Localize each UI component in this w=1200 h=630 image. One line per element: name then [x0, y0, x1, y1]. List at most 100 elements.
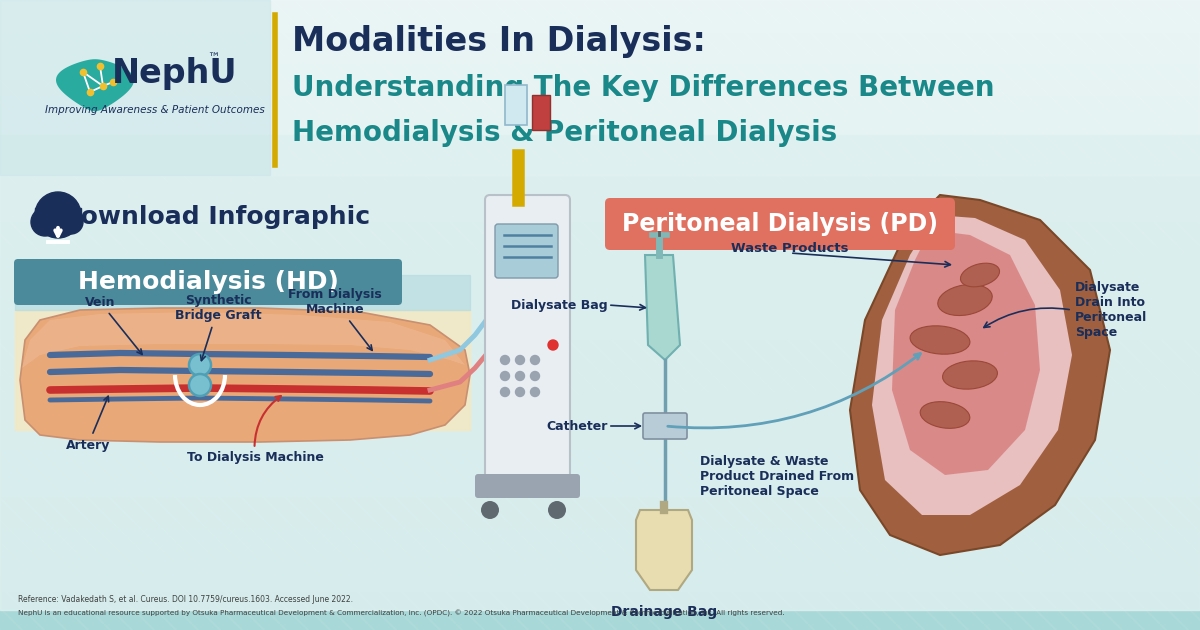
Ellipse shape	[910, 326, 970, 354]
Circle shape	[516, 372, 524, 381]
Bar	[0, 109, 1200, 118]
Ellipse shape	[920, 402, 970, 428]
Bar	[0, 212, 1200, 220]
Bar	[0, 133, 1200, 142]
Bar	[0, 464, 1200, 472]
Bar	[0, 101, 1200, 110]
Bar	[0, 93, 1200, 102]
Bar	[0, 487, 1200, 496]
Bar	[14, 275, 470, 310]
Bar	[0, 196, 1200, 205]
Circle shape	[481, 501, 499, 519]
Text: ™: ™	[208, 52, 220, 64]
Bar	[0, 385, 1200, 394]
Bar	[0, 392, 1200, 402]
Bar	[0, 511, 1200, 520]
Bar	[0, 156, 1200, 165]
Bar	[0, 188, 1200, 197]
Circle shape	[530, 387, 540, 396]
Circle shape	[530, 372, 540, 381]
Bar	[0, 613, 1200, 622]
Bar	[532, 95, 550, 130]
Text: Dialysate & Waste
Product Drained From
Peritoneal Space: Dialysate & Waste Product Drained From P…	[700, 455, 854, 498]
Bar	[0, 140, 1200, 150]
Polygon shape	[646, 255, 680, 360]
Bar	[14, 310, 470, 430]
Bar	[0, 0, 1200, 8]
Bar	[0, 54, 1200, 63]
Bar	[0, 424, 1200, 433]
Circle shape	[59, 210, 83, 234]
Bar	[0, 172, 1200, 181]
Text: Hemodialysis & Peritoneal Dialysis: Hemodialysis & Peritoneal Dialysis	[292, 119, 838, 147]
Bar	[0, 243, 1200, 252]
Polygon shape	[20, 308, 470, 442]
Bar	[0, 77, 1200, 86]
Bar	[0, 117, 1200, 126]
Bar	[0, 259, 1200, 268]
Circle shape	[190, 354, 211, 376]
Bar	[0, 86, 1200, 94]
Bar	[0, 440, 1200, 449]
Bar	[0, 479, 1200, 488]
Bar	[0, 322, 1200, 331]
Bar	[0, 0, 1200, 175]
Bar	[0, 46, 1200, 55]
Ellipse shape	[942, 361, 997, 389]
Bar	[0, 471, 1200, 480]
Bar	[0, 149, 1200, 158]
Bar	[0, 135, 1200, 610]
Bar	[0, 329, 1200, 339]
Bar	[0, 558, 1200, 567]
Bar	[0, 377, 1200, 386]
Bar	[0, 542, 1200, 551]
Circle shape	[516, 387, 524, 396]
Circle shape	[190, 374, 211, 396]
Text: From Dialysis
Machine: From Dialysis Machine	[288, 288, 382, 350]
Polygon shape	[872, 215, 1072, 515]
Text: NephU: NephU	[112, 57, 238, 89]
FancyBboxPatch shape	[14, 259, 402, 305]
Bar	[0, 416, 1200, 425]
Bar	[0, 282, 1200, 291]
Bar	[0, 164, 1200, 173]
Text: Artery: Artery	[66, 396, 110, 452]
Circle shape	[31, 208, 59, 236]
Bar	[0, 534, 1200, 543]
Bar	[0, 227, 1200, 236]
Text: Hemodialysis (HD): Hemodialysis (HD)	[78, 270, 338, 294]
Circle shape	[548, 501, 566, 519]
Bar	[0, 353, 1200, 362]
Polygon shape	[850, 195, 1110, 555]
Text: Improving Awareness & Patient Outcomes: Improving Awareness & Patient Outcomes	[46, 105, 265, 115]
Bar	[0, 298, 1200, 307]
Text: Synthetic
Bridge Graft: Synthetic Bridge Graft	[175, 294, 262, 360]
Text: Waste Products: Waste Products	[731, 241, 848, 255]
Bar	[0, 345, 1200, 354]
Bar	[0, 581, 1200, 591]
Bar	[0, 180, 1200, 189]
Bar	[0, 590, 1200, 598]
Bar	[0, 518, 1200, 528]
Bar	[0, 566, 1200, 575]
Bar	[0, 432, 1200, 441]
Circle shape	[500, 355, 510, 365]
Bar	[0, 369, 1200, 378]
Polygon shape	[636, 510, 692, 590]
Text: To Dialysis Machine: To Dialysis Machine	[186, 396, 324, 464]
Text: Peritoneal Dialysis (PD): Peritoneal Dialysis (PD)	[622, 212, 938, 236]
Bar	[0, 7, 1200, 16]
FancyBboxPatch shape	[643, 413, 686, 439]
Bar	[0, 290, 1200, 299]
Bar	[0, 0, 270, 175]
Ellipse shape	[960, 263, 1000, 287]
Bar	[0, 401, 1200, 410]
Text: NephU is an educational resource supported by Otsuka Pharmaceutical Development : NephU is an educational resource support…	[18, 609, 785, 617]
Text: Modalities In Dialysis:: Modalities In Dialysis:	[292, 25, 706, 59]
Text: Reference: Vadakedath S, et al. Cureus. DOI 10.7759/cureus.1603. Accessed June 2: Reference: Vadakedath S, et al. Cureus. …	[18, 595, 353, 605]
Circle shape	[500, 372, 510, 381]
Bar	[0, 314, 1200, 323]
Bar	[0, 605, 1200, 614]
Bar	[0, 550, 1200, 559]
FancyBboxPatch shape	[475, 474, 580, 498]
